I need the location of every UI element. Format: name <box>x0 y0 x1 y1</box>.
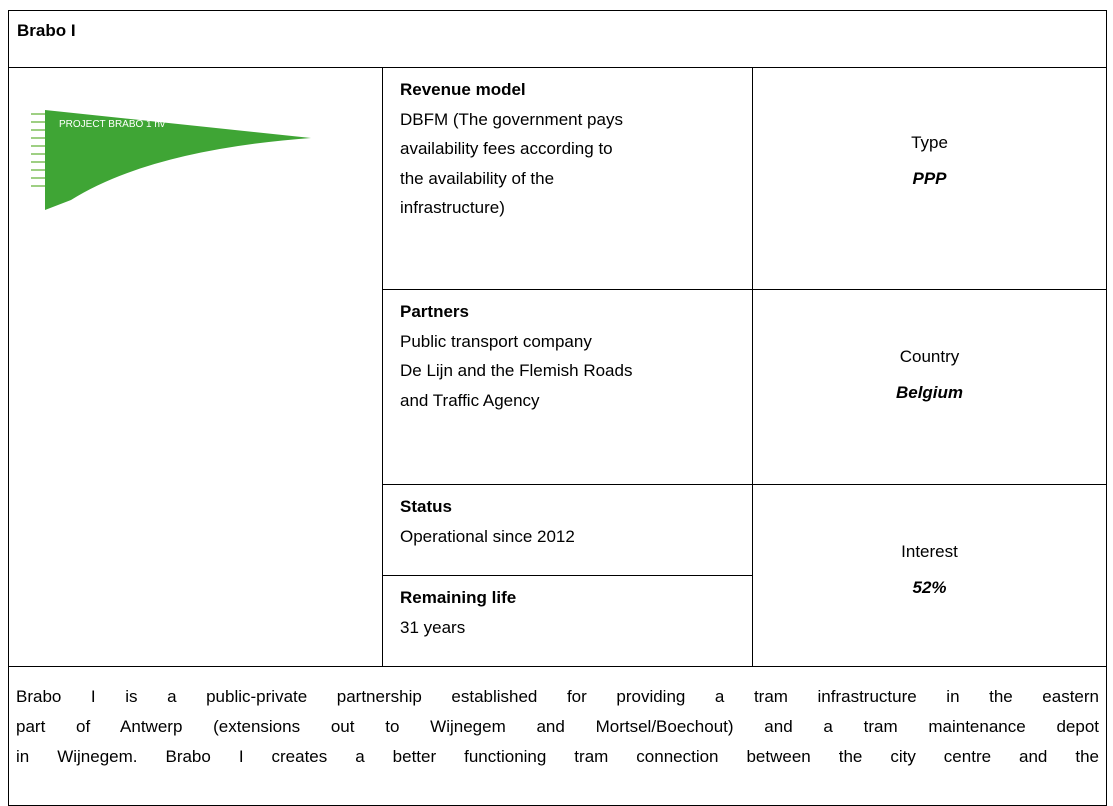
detail-cell: Status Operational since 2012 <box>382 484 753 576</box>
detail-cell: Revenue model DBFM (The government pays av… <box>382 67 753 290</box>
detail-text: Public transport company <box>400 331 592 351</box>
detail-cell: Partners Public transport company De Lijn … <box>382 289 753 485</box>
detail-text: De Lijn and the Flemish Roads <box>400 361 633 380</box>
detail-text: the availability of the <box>400 168 555 188</box>
detail-cell: Remaining life 31 years <box>382 575 753 667</box>
summary-label: Interest <box>901 542 958 561</box>
detail-label: Status <box>400 497 452 516</box>
summary-label: Country <box>899 347 960 366</box>
detail-label: Revenue model <box>400 80 526 99</box>
detail-text: 31 years <box>400 617 466 637</box>
summary-cell: Interest 52% <box>752 484 1107 667</box>
summary-label: Type <box>911 133 948 152</box>
detail-label: Remaining life <box>400 588 517 607</box>
logo-shape <box>45 110 311 210</box>
summary-value: Belgium <box>895 382 964 402</box>
logo: PROJECT BRABO 1 nv <box>31 110 311 210</box>
logo-cell: PROJECT BRABO 1 nv <box>8 67 383 667</box>
summary-value: 52% <box>912 577 947 597</box>
summary-cell: Type PPP <box>752 67 1107 290</box>
title-cell: Brabo I <box>8 10 1107 68</box>
detail-text: DBFM (The government pays <box>400 109 623 129</box>
logo-text: PROJECT BRABO 1 nv <box>59 119 165 130</box>
description-line: Brabo I is a public-private partnership … <box>16 687 1099 706</box>
detail-text: infrastructure) <box>400 198 505 217</box>
description-line: part of Antwerp (extensions out to Wijne… <box>16 717 1099 736</box>
detail-text: availability fees according to <box>400 139 613 158</box>
detail-text: Operational since 2012 <box>400 526 575 546</box>
summary-cell: Country Belgium <box>752 289 1107 485</box>
title: Brabo I <box>17 21 76 40</box>
description-cell: Brabo I is a public-private partnership … <box>8 666 1107 806</box>
description-line: in Wijnegem. Brabo I creates a better fu… <box>16 747 1099 766</box>
detail-label: Partners <box>400 302 469 321</box>
page: {"header": {"title": "Brabo I"}, "logo":… <box>8 10 1107 806</box>
summary-value: PPP <box>912 168 947 188</box>
detail-text: and Traffic Agency <box>400 390 540 410</box>
